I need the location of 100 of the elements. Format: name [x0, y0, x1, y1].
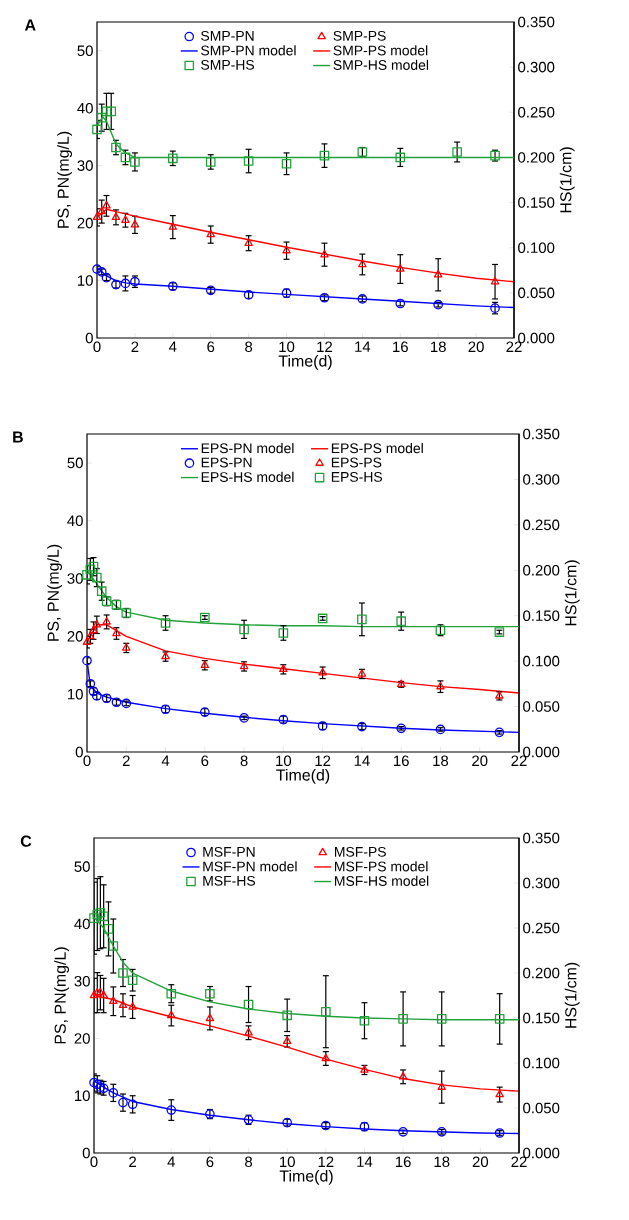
- x-tick-label: 20: [472, 1156, 489, 1168]
- point: [243, 999, 254, 1010]
- x-tick-label: 8: [240, 755, 248, 767]
- legend-label: MSF-HS: [203, 875, 256, 886]
- point: [89, 913, 99, 923]
- point: [127, 1099, 138, 1110]
- y2-tick-label: 0.100: [518, 242, 555, 253]
- y-tick-label: 30: [77, 160, 93, 171]
- y2-tick-label: 0.150: [518, 197, 555, 208]
- y-tick-label: 0: [75, 746, 83, 758]
- legend-label: MSF-HS model: [335, 875, 429, 886]
- legend-label: EPS-PN: [201, 457, 252, 468]
- y2-tick-label: 0.100: [523, 1057, 560, 1069]
- legend-label: SMP-PN: [201, 30, 254, 41]
- point: [96, 267, 107, 277]
- y2-tick-label: 0.150: [523, 1012, 560, 1024]
- y-tick-label: 50: [74, 861, 90, 872]
- y-tick-label: 40: [74, 918, 90, 930]
- y2-tick-label: 0.300: [523, 877, 560, 889]
- point: [282, 1010, 293, 1021]
- point: [102, 201, 111, 209]
- y2-tick-label: 0.250: [523, 519, 560, 531]
- point: [109, 996, 118, 1004]
- point: [118, 1000, 128, 1008]
- legend-label: EPS-PS: [331, 457, 382, 468]
- y2-tick-label: 0.300: [523, 474, 560, 485]
- legend-label: MSF-PS model: [335, 861, 428, 872]
- x-axis-title: Time(d): [276, 768, 330, 784]
- y-tick-label: 40: [77, 102, 93, 114]
- point: [358, 259, 367, 268]
- point: [130, 157, 140, 167]
- point: [243, 156, 254, 166]
- point: [320, 1006, 331, 1017]
- point: [118, 968, 128, 978]
- x-tick-label: 6: [206, 1156, 214, 1168]
- legend-label: SMP-HS: [201, 59, 255, 70]
- point: [108, 1088, 119, 1098]
- y2-axis-title: HS(1/cm): [559, 147, 575, 213]
- legend-label: EPS-HS model: [201, 471, 294, 483]
- point: [281, 158, 292, 169]
- y-tick-label: 50: [67, 457, 83, 469]
- x-tick-label: 12: [315, 755, 331, 766]
- x-axis-title: Time(d): [278, 354, 332, 370]
- x-tick-label: 20: [472, 755, 488, 767]
- point: [318, 667, 327, 676]
- x-tick-label: 16: [395, 1156, 411, 1168]
- x-tick-label: 20: [468, 341, 484, 353]
- point: [282, 245, 291, 254]
- point: [166, 1105, 177, 1115]
- point: [168, 222, 178, 230]
- x-tick-label: 2: [129, 1156, 137, 1167]
- point: [82, 655, 92, 666]
- y-tick-label: 0: [85, 332, 93, 344]
- y2-tick-label: 0.200: [518, 152, 555, 163]
- x-tick-label: 14: [357, 1156, 373, 1167]
- point: [436, 1014, 447, 1024]
- y2-tick-label: 0.200: [523, 565, 560, 576]
- legend-label: SMP-HS model: [333, 59, 429, 70]
- point: [282, 1036, 292, 1045]
- point: [103, 924, 114, 934]
- point: [166, 988, 177, 999]
- point: [111, 142, 121, 153]
- y2-tick-label: 0.250: [523, 922, 560, 934]
- point: [106, 106, 117, 117]
- legend-label: EPS-HS: [331, 471, 383, 482]
- point: [127, 975, 138, 986]
- x-tick-label: 12: [318, 1156, 334, 1167]
- x-tick-label: 6: [201, 755, 209, 767]
- point: [130, 219, 140, 228]
- point: [92, 124, 102, 135]
- point: [490, 276, 500, 285]
- point: [205, 157, 216, 167]
- x-tick-label: 16: [393, 341, 408, 353]
- y2-axis-title: HS(1/cm): [564, 962, 580, 1028]
- point: [396, 264, 405, 272]
- point: [359, 1015, 370, 1026]
- point: [118, 1097, 128, 1108]
- point: [93, 987, 102, 996]
- point: [357, 614, 367, 625]
- point: [396, 616, 407, 627]
- y-tick-label: 30: [67, 573, 83, 584]
- x-tick-label: 18: [433, 755, 449, 767]
- y-axis-title: PS, PN(mg/L): [54, 947, 70, 1044]
- legend-label: MSF-PN: [203, 846, 255, 857]
- legend-label: EPS-PN model: [201, 442, 294, 454]
- legend-label: MSF-PS: [335, 846, 386, 857]
- y-tick-label: 10: [75, 1090, 90, 1102]
- point: [320, 249, 329, 258]
- x-tick-label: 4: [161, 755, 170, 766]
- x-tick-label: 10: [280, 1156, 295, 1168]
- y2-tick-label: 0.100: [523, 655, 560, 667]
- point: [395, 152, 406, 163]
- y2-tick-label: 0.050: [518, 287, 555, 299]
- x-tick-label: 18: [434, 1156, 450, 1168]
- point: [205, 1013, 215, 1022]
- point: [321, 1053, 331, 1062]
- legend-label: SMP-PN model: [201, 45, 296, 56]
- x-tick-label: 14: [355, 341, 371, 352]
- y2-axis-title: HS(1/cm): [564, 560, 580, 626]
- point: [398, 1014, 408, 1024]
